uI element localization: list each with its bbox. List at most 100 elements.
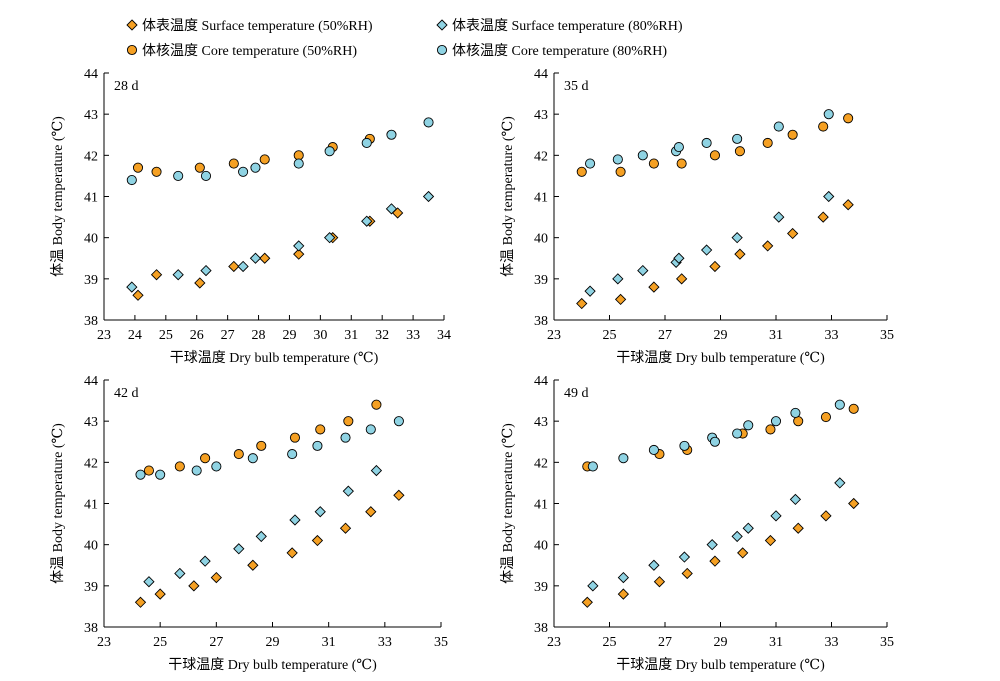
x-tick-label: 27 xyxy=(658,328,672,343)
y-tick-label: 44 xyxy=(534,67,548,82)
data-point-surface-50rh xyxy=(681,567,693,580)
data-point-surface-80rh xyxy=(700,244,713,256)
x-tick-label: 30 xyxy=(313,328,327,343)
series-surface-50rh xyxy=(134,489,405,608)
data-point-core-50rh xyxy=(174,461,185,472)
y-tick-label: 38 xyxy=(84,621,98,636)
chart-panel-3: 38 39 40 41 42 43 44 23 25 27 29 31 33 35 42 d 干球温度 Dry… xyxy=(50,374,448,673)
series-core-50rh xyxy=(576,113,854,177)
data-point-surface-50rh xyxy=(339,522,352,534)
data-point-surface-80rh xyxy=(237,260,249,273)
data-point-surface-50rh xyxy=(762,240,774,252)
data-point-core-50rh xyxy=(787,129,798,140)
y-tick-label: 40 xyxy=(534,539,548,554)
x-tick-label: 31 xyxy=(769,635,783,650)
data-point-surface-50rh xyxy=(365,506,377,518)
data-point-surface-50rh xyxy=(259,252,271,264)
data-point-core-80rh xyxy=(743,420,754,431)
y-axis-label: 体温 Body temperature (℃) xyxy=(500,116,516,277)
series-surface-80rh xyxy=(587,477,846,592)
series-surface-80rh xyxy=(126,190,435,293)
data-point-core-80rh xyxy=(770,416,782,427)
data-point-core-80rh xyxy=(365,424,376,435)
y-tick-label: 44 xyxy=(534,374,548,389)
data-point-core-50rh xyxy=(820,411,832,423)
data-point-surface-50rh xyxy=(132,289,144,301)
data-point-surface-80rh xyxy=(249,252,262,264)
data-point-surface-50rh xyxy=(194,277,206,289)
data-point-surface-80rh xyxy=(584,285,596,297)
data-point-core-80rh xyxy=(173,170,184,181)
chart-panel-2: 38 39 40 41 42 43 44 23 25 27 29 31 33 35 35 d 干球温度 Dry… xyxy=(500,67,894,366)
data-point-core-50rh xyxy=(259,154,270,165)
x-tick-label: 29 xyxy=(266,635,280,650)
y-tick-label: 44 xyxy=(84,67,98,82)
data-point-surface-50rh xyxy=(228,260,240,273)
data-point-core-80rh xyxy=(293,158,304,169)
x-tick-label: 25 xyxy=(159,328,173,343)
data-point-surface-80rh xyxy=(370,464,383,477)
data-point-core-50rh xyxy=(762,137,773,149)
data-point-core-80rh xyxy=(324,146,335,157)
data-point-core-80rh xyxy=(211,461,222,472)
legend-label-s80: 体表温度 Surface temperature (80%RH) xyxy=(452,18,683,34)
data-point-surface-50rh xyxy=(709,260,721,273)
data-point-surface-50rh xyxy=(150,269,163,281)
x-tick-label: 27 xyxy=(658,635,672,650)
data-point-core-80rh xyxy=(773,121,784,132)
y-tick-label: 42 xyxy=(84,149,98,164)
x-tick-label: 29 xyxy=(714,635,728,650)
data-point-surface-50rh xyxy=(820,510,832,522)
series-core-80rh xyxy=(126,117,434,186)
data-point-surface-80rh xyxy=(314,506,326,518)
data-point-core-50rh xyxy=(194,162,205,173)
data-point-core-80rh xyxy=(648,444,659,456)
legend-marker-c50 xyxy=(126,44,138,56)
data-point-surface-50rh xyxy=(676,273,688,285)
y-tick-label: 39 xyxy=(84,580,98,595)
data-point-surface-50rh xyxy=(817,211,829,223)
data-point-core-80rh xyxy=(155,469,166,480)
x-tick-label: 34 xyxy=(437,328,451,343)
y-tick-label: 38 xyxy=(534,314,548,329)
data-point-surface-80rh xyxy=(126,281,138,293)
x-axis-label: 干球温度 Dry bulb temperature (℃) xyxy=(616,350,825,366)
data-point-core-50rh xyxy=(818,121,829,132)
legend-entry-s80: 体表温度 Surface temperature (80%RH) xyxy=(436,18,683,34)
x-tick-label: 26 xyxy=(190,328,204,343)
data-point-core-50rh xyxy=(371,399,382,410)
x-tick-label: 23 xyxy=(547,635,561,650)
y-tick-label: 41 xyxy=(534,498,548,513)
data-point-surface-80rh xyxy=(834,477,846,489)
x-tick-label: 25 xyxy=(153,635,167,650)
data-point-surface-80rh xyxy=(673,252,685,264)
chart-panel-1: 38 39 40 41 42 43 44 23 24 25 26 27 28 29 30 31 32 33 34 28… xyxy=(50,67,451,366)
panel-title: 49 d xyxy=(564,386,589,401)
data-point-core-80rh xyxy=(287,449,298,460)
chart-panel-4: 38 39 40 41 42 43 44 23 25 27 29 31 33 35 49 d 干球温度 Dry… xyxy=(500,374,894,673)
data-point-core-80rh xyxy=(423,117,434,128)
x-tick-label: 25 xyxy=(603,635,617,650)
data-point-core-80rh xyxy=(250,162,261,173)
data-point-core-50rh xyxy=(676,158,687,169)
data-point-surface-50rh xyxy=(764,534,777,547)
data-point-surface-50rh xyxy=(247,559,259,571)
data-point-surface-80rh xyxy=(199,555,211,567)
data-point-core-80rh xyxy=(238,166,249,177)
data-point-surface-80rh xyxy=(172,269,184,281)
data-point-core-50rh xyxy=(256,440,267,451)
series-core-50rh xyxy=(143,399,382,476)
series-core-80rh xyxy=(585,109,834,169)
data-point-surface-80rh xyxy=(289,514,301,526)
panel-title: 35 d xyxy=(564,79,589,94)
data-point-core-80rh xyxy=(732,428,743,439)
y-tick-label: 43 xyxy=(84,415,98,430)
data-point-core-80rh xyxy=(834,399,845,410)
x-tick-label: 25 xyxy=(603,328,617,343)
data-point-surface-50rh xyxy=(154,588,166,600)
data-point-surface-80rh xyxy=(637,264,649,277)
x-tick-label: 28 xyxy=(252,328,266,343)
data-point-core-50rh xyxy=(233,449,244,460)
data-point-surface-80rh xyxy=(255,530,267,543)
